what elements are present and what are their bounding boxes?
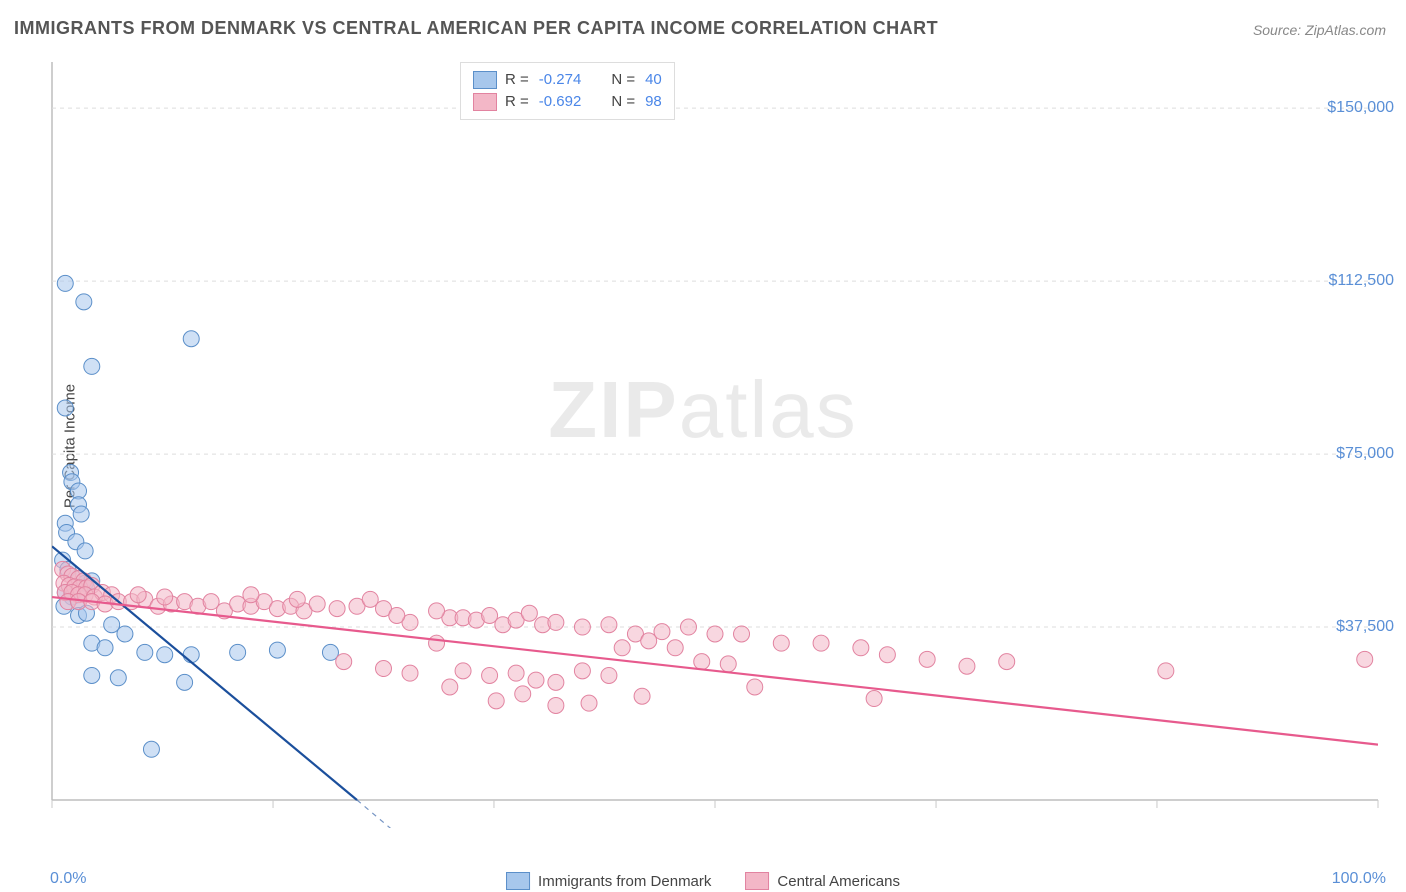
legend-n-label: N = bbox=[611, 91, 635, 113]
data-point-central bbox=[707, 626, 723, 642]
data-point-central bbox=[482, 667, 498, 683]
chart-container: IMMIGRANTS FROM DENMARK VS CENTRAL AMERI… bbox=[0, 0, 1406, 892]
data-point-central bbox=[429, 635, 445, 651]
series-legend: Immigrants from Denmark Central Americans bbox=[506, 872, 900, 890]
legend-row-central: R = -0.692 N = 98 bbox=[473, 91, 662, 113]
source-attribution: Source: ZipAtlas.com bbox=[1253, 22, 1386, 38]
data-point-central bbox=[813, 635, 829, 651]
data-point-denmark bbox=[73, 506, 89, 522]
y-tick-label: $37,500 bbox=[1336, 618, 1394, 636]
series-swatch-central bbox=[745, 872, 769, 890]
data-point-denmark bbox=[137, 644, 153, 660]
data-point-denmark bbox=[117, 626, 133, 642]
data-point-central bbox=[157, 589, 173, 605]
y-tick-label: $150,000 bbox=[1327, 99, 1394, 117]
data-point-denmark bbox=[183, 331, 199, 347]
data-point-central bbox=[694, 654, 710, 670]
series-legend-item-central: Central Americans bbox=[745, 872, 900, 890]
data-point-denmark bbox=[230, 644, 246, 660]
data-point-central bbox=[853, 640, 869, 656]
data-point-central bbox=[402, 665, 418, 681]
data-point-central bbox=[667, 640, 683, 656]
data-point-central bbox=[528, 672, 544, 688]
data-point-central bbox=[243, 587, 259, 603]
y-tick-label: $75,000 bbox=[1336, 445, 1394, 463]
data-point-denmark bbox=[143, 741, 159, 757]
data-point-central bbox=[548, 674, 564, 690]
legend-r-value-denmark: -0.274 bbox=[539, 69, 582, 91]
data-point-central bbox=[641, 633, 657, 649]
data-point-central bbox=[130, 587, 146, 603]
trend-line-central bbox=[52, 597, 1378, 745]
data-point-central bbox=[601, 667, 617, 683]
legend-row-denmark: R = -0.274 N = 40 bbox=[473, 69, 662, 91]
data-point-central bbox=[508, 665, 524, 681]
data-point-central bbox=[548, 614, 564, 630]
legend-r-label: R = bbox=[505, 69, 529, 91]
data-point-central bbox=[919, 651, 935, 667]
series-label-central: Central Americans bbox=[777, 873, 900, 890]
data-point-central bbox=[959, 658, 975, 674]
data-point-central bbox=[1158, 663, 1174, 679]
data-point-denmark bbox=[57, 400, 73, 416]
chart-title: IMMIGRANTS FROM DENMARK VS CENTRAL AMERI… bbox=[14, 18, 938, 39]
legend-n-value-central: 98 bbox=[645, 91, 662, 113]
data-point-central bbox=[1357, 651, 1373, 667]
data-point-denmark bbox=[177, 674, 193, 690]
data-point-denmark bbox=[84, 358, 100, 374]
series-swatch-denmark bbox=[506, 872, 530, 890]
x-axis-min-label: 0.0% bbox=[50, 870, 86, 888]
data-point-central bbox=[376, 661, 392, 677]
legend-r-label: R = bbox=[505, 91, 529, 113]
scatter-plot bbox=[50, 60, 1380, 830]
data-point-denmark bbox=[269, 642, 285, 658]
data-point-central bbox=[879, 647, 895, 663]
legend-n-label: N = bbox=[611, 69, 635, 91]
data-point-central bbox=[521, 605, 537, 621]
x-axis-max-label: 100.0% bbox=[1332, 870, 1386, 888]
series-label-denmark: Immigrants from Denmark bbox=[538, 873, 711, 890]
legend-r-value-central: -0.692 bbox=[539, 91, 582, 113]
data-point-central bbox=[488, 693, 504, 709]
data-point-denmark bbox=[57, 275, 73, 291]
correlation-legend: R = -0.274 N = 40 R = -0.692 N = 98 bbox=[460, 62, 675, 120]
data-point-denmark bbox=[110, 670, 126, 686]
data-point-central bbox=[747, 679, 763, 695]
data-point-central bbox=[429, 603, 445, 619]
data-point-central bbox=[574, 663, 590, 679]
data-point-central bbox=[680, 619, 696, 635]
data-point-denmark bbox=[84, 667, 100, 683]
data-point-central bbox=[614, 640, 630, 656]
legend-n-value-denmark: 40 bbox=[645, 69, 662, 91]
data-point-central bbox=[574, 619, 590, 635]
data-point-central bbox=[773, 635, 789, 651]
series-legend-item-denmark: Immigrants from Denmark bbox=[506, 872, 711, 890]
trend-line-ext-denmark bbox=[357, 800, 450, 830]
data-point-central bbox=[720, 656, 736, 672]
data-point-central bbox=[336, 654, 352, 670]
data-point-central bbox=[548, 697, 564, 713]
data-point-central bbox=[999, 654, 1015, 670]
data-point-denmark bbox=[183, 647, 199, 663]
data-point-central bbox=[455, 663, 471, 679]
data-point-central bbox=[734, 626, 750, 642]
data-point-central bbox=[866, 691, 882, 707]
data-point-central bbox=[581, 695, 597, 711]
data-point-central bbox=[309, 596, 325, 612]
data-point-denmark bbox=[76, 294, 92, 310]
data-point-central bbox=[515, 686, 531, 702]
legend-swatch-denmark bbox=[473, 71, 497, 89]
data-point-central bbox=[601, 617, 617, 633]
data-point-central bbox=[329, 601, 345, 617]
data-point-central bbox=[289, 591, 305, 607]
data-point-denmark bbox=[97, 640, 113, 656]
data-point-central bbox=[442, 679, 458, 695]
data-point-central bbox=[634, 688, 650, 704]
data-point-central bbox=[389, 608, 405, 624]
legend-swatch-central bbox=[473, 93, 497, 111]
data-point-denmark bbox=[157, 647, 173, 663]
data-point-denmark bbox=[77, 543, 93, 559]
data-point-central bbox=[362, 591, 378, 607]
y-tick-label: $112,500 bbox=[1328, 272, 1394, 290]
